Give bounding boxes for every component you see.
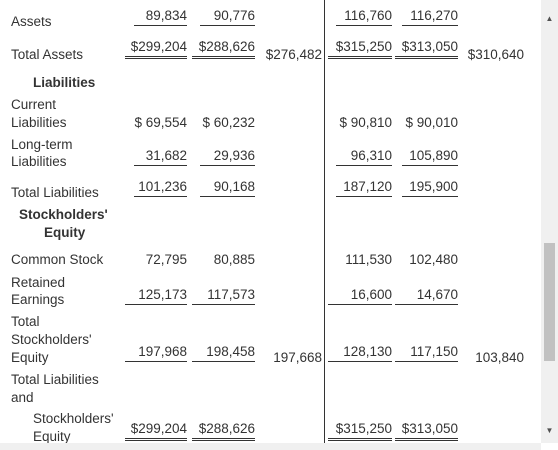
- cell-common-stock-2: 80,885: [192, 251, 255, 268]
- cell-total-assets-6: $310,640: [462, 46, 524, 63]
- cell-retained-earnings-5: 14,670: [395, 286, 458, 305]
- cell-assets-1: 89,834: [134, 7, 187, 26]
- cell-total-liab-equity-5: $313,050: [395, 420, 458, 441]
- balance-sheet-table: Assets 89,834 90,776 116,760 116,270 Tot…: [0, 0, 540, 443]
- row-label-total-equity-2: Stockholders': [11, 331, 92, 348]
- cell-total-assets-5: $313,050: [395, 38, 458, 59]
- column-divider: [324, 0, 325, 443]
- cell-total-equity-5: 117,150: [395, 343, 458, 362]
- cell-total-equity-4: 128,130: [328, 343, 392, 362]
- row-label-retained-earnings-1: Retained: [11, 274, 65, 291]
- cell-current-liabilities-2: $ 60,232: [192, 114, 255, 131]
- row-label-total-liab-equity-3: Stockholders': [33, 410, 114, 427]
- scrollbar-thumb[interactable]: [544, 243, 555, 361]
- cell-total-liabilities-2: 90,168: [200, 178, 255, 197]
- row-label-total-liabilities: Total Liabilities: [11, 184, 99, 201]
- row-label-current-liabilities-2: Liabilities: [11, 114, 67, 131]
- cell-total-assets-3: $276,482: [259, 46, 322, 63]
- cell-total-liab-equity-4: $315,250: [328, 420, 392, 441]
- cell-long-term-liabilities-5: 105,890: [402, 147, 458, 166]
- cell-total-liabilities-5: 195,900: [402, 178, 458, 197]
- row-label-total-assets: Total Assets: [11, 46, 83, 63]
- cell-current-liabilities-4: $ 90,810: [328, 114, 392, 131]
- cell-total-assets-2: $288,626: [192, 38, 255, 59]
- cell-long-term-liabilities-1: 31,682: [134, 147, 187, 166]
- row-label-assets: Assets: [11, 13, 52, 30]
- cell-total-equity-6: 103,840: [462, 349, 524, 366]
- cell-total-equity-1: 197,968: [125, 343, 187, 362]
- cell-total-assets-1: $299,204: [125, 38, 187, 59]
- bottom-scroll-track: [0, 443, 541, 450]
- cell-total-equity-2: 198,458: [192, 343, 255, 362]
- cell-total-assets-4: $315,250: [328, 38, 392, 59]
- section-header-equity-1: Stockholders': [19, 206, 108, 223]
- cell-long-term-liabilities-4: 96,310: [336, 147, 392, 166]
- row-label-total-equity-3: Equity: [11, 349, 49, 366]
- cell-long-term-liabilities-2: 29,936: [200, 147, 255, 166]
- section-header-liabilities: Liabilities: [33, 74, 95, 91]
- triangle-down-icon[interactable]: ▼: [541, 424, 558, 438]
- vertical-scrollbar[interactable]: ▲ ▼: [541, 0, 558, 443]
- cell-assets-4: 116,760: [336, 7, 392, 26]
- row-label-retained-earnings-2: Earnings: [11, 291, 64, 308]
- cell-common-stock-4: 111,530: [328, 251, 392, 268]
- cell-retained-earnings-4: 16,600: [328, 286, 392, 305]
- cell-common-stock-5: 102,480: [395, 251, 458, 268]
- row-label-current-liabilities-1: Current: [11, 96, 56, 113]
- section-header-equity-2: Equity: [44, 224, 85, 241]
- triangle-up-icon[interactable]: ▲: [541, 12, 558, 26]
- cell-total-liabilities-1: 101,236: [134, 178, 187, 197]
- cell-retained-earnings-2: 117,573: [192, 286, 255, 305]
- cell-current-liabilities-5: $ 90,010: [395, 114, 458, 131]
- row-label-total-liab-equity-4: Equity: [33, 428, 71, 443]
- row-label-long-term-liabilities-2: Liabilities: [11, 153, 67, 170]
- cell-total-liabilities-4: 187,120: [336, 178, 392, 197]
- row-label-common-stock: Common Stock: [11, 251, 103, 268]
- cell-assets-5: 116,270: [402, 7, 458, 26]
- cell-total-equity-3: 197,668: [259, 349, 322, 366]
- cell-assets-2: 90,776: [200, 7, 255, 26]
- row-label-total-liab-equity-1: Total Liabilities: [11, 371, 99, 388]
- cell-total-liab-equity-1: $299,204: [125, 420, 187, 441]
- row-label-total-liab-equity-2: and: [11, 389, 34, 406]
- cell-current-liabilities-1: $ 69,554: [125, 114, 187, 131]
- row-label-long-term-liabilities-1: Long-term: [11, 136, 73, 153]
- cell-retained-earnings-1: 125,173: [125, 286, 187, 305]
- cell-common-stock-1: 72,795: [125, 251, 187, 268]
- row-label-total-equity-1: Total: [11, 313, 40, 330]
- cell-total-liab-equity-2: $288,626: [192, 420, 255, 441]
